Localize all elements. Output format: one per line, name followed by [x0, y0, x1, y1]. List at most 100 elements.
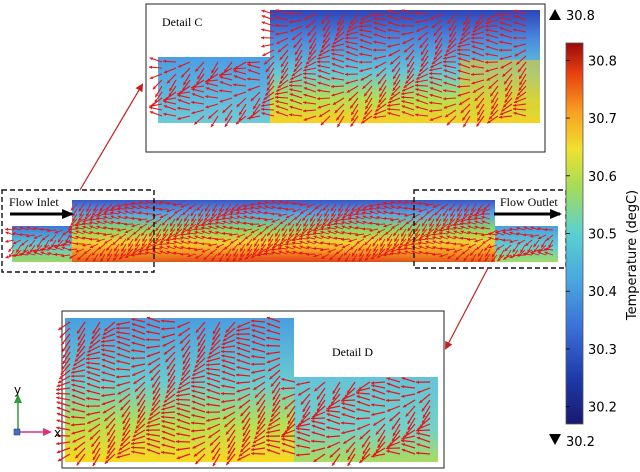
velocity-arrowhead [155, 227, 159, 232]
velocity-arrowhead [269, 418, 274, 422]
velocity-arrowhead [275, 233, 279, 237]
velocity-arrowhead [177, 106, 181, 110]
velocity-arrowhead [233, 253, 237, 257]
velocity-arrowhead [448, 207, 453, 211]
velocity-arrowhead [76, 353, 80, 357]
velocity-arrowhead [331, 84, 335, 89]
velocity-arrowhead [182, 360, 186, 365]
velocity-arrowhead [371, 403, 375, 407]
velocity-arrowhead [191, 389, 195, 393]
velocity-arrowhead [146, 428, 150, 432]
velocity-arrowhead [141, 232, 145, 236]
velocity-arrowhead [75, 249, 79, 253]
flow-outlet-label: Flow Outlet [500, 195, 558, 209]
velocity-arrowhead [334, 230, 338, 234]
velocity-arrowhead [149, 57, 154, 61]
velocity-arrowhead [219, 258, 223, 262]
velocity-arrowhead [99, 207, 103, 212]
velocity-arrowhead [362, 220, 366, 224]
velocity-arrowhead [5, 255, 9, 259]
velocity-arrowhead [320, 224, 325, 228]
velocity-arrowhead [146, 442, 151, 446]
velocity-arrowhead [176, 412, 181, 416]
velocity-arrowhead [173, 203, 177, 207]
velocity-arrowhead [271, 251, 275, 255]
velocity-arrowhead [237, 397, 241, 401]
velocity-arrowhead [448, 27, 452, 31]
velocity-arrowhead [373, 16, 377, 21]
velocity-arrowhead [302, 414, 306, 418]
velocity-arrowhead [411, 242, 415, 246]
velocity-arrowhead [303, 101, 307, 105]
detail-c-velocity-arrows [148, 9, 527, 128]
velocity-arrowhead [346, 29, 351, 33]
velocity-arrowhead [331, 52, 335, 56]
velocity-arrowhead [272, 245, 276, 249]
velocity-arrowhead [182, 372, 186, 376]
velocity-arrowhead [106, 455, 110, 459]
velocity-arrowhead [159, 250, 163, 254]
velocity-arrowhead [471, 81, 475, 85]
velocity-arrowhead [131, 224, 135, 228]
velocity-arrowhead [251, 447, 255, 452]
velocity-arrowhead [162, 343, 166, 347]
velocity-arrowhead [484, 247, 488, 251]
velocity-arrowhead [273, 242, 278, 246]
velocity-arrowhead [499, 33, 503, 37]
velocity-arrowhead [177, 386, 182, 390]
velocity-arrowhead [544, 228, 548, 232]
velocity-arrowhead [206, 388, 211, 392]
velocity-arrowhead [56, 441, 60, 446]
velocity-arrowhead [89, 245, 94, 248]
velocity-arrowhead [211, 257, 215, 262]
velocity-arrowhead [391, 225, 395, 229]
velocity-arrowhead [257, 408, 261, 412]
velocity-arrowhead [257, 210, 261, 214]
velocity-arrowhead [261, 44, 265, 48]
velocity-arrowhead [460, 236, 464, 240]
velocity-arrowhead [318, 113, 323, 117]
velocity-arrowhead [341, 237, 345, 241]
velocity-arrowhead [331, 69, 335, 73]
velocity-arrowhead [397, 251, 401, 255]
velocity-arrowhead [292, 209, 296, 213]
velocity-arrowhead [439, 235, 443, 239]
velocity-arrowhead [57, 239, 61, 243]
velocity-arrowhead [201, 223, 205, 227]
velocity-arrowhead [369, 221, 373, 225]
velocity-arrowhead [116, 367, 120, 371]
velocity-arrowhead [306, 246, 310, 250]
velocity-arrowhead [124, 210, 128, 214]
velocity-arrowhead [383, 216, 387, 221]
velocity-arrowhead [373, 27, 378, 31]
velocity-arrowhead [347, 462, 351, 466]
velocity-arrowhead [369, 207, 373, 211]
velocity-arrowhead [173, 234, 177, 238]
velocity-arrowhead [359, 24, 363, 28]
velocity-arrowhead [316, 222, 320, 227]
velocity-arrowhead [117, 210, 121, 214]
velocity-arrowhead [299, 234, 303, 238]
velocity-arrowhead [61, 254, 65, 258]
velocity-arrowhead [240, 412, 244, 417]
velocity-arrowhead [484, 258, 488, 262]
velocity-arrowhead [285, 239, 290, 243]
velocity-arrowhead [176, 432, 180, 436]
velocity-arrowhead [491, 253, 495, 258]
velocity-arrowhead [161, 222, 166, 226]
velocity-arrowhead [196, 81, 200, 85]
velocity-arrowhead [212, 208, 216, 212]
velocity-arrowhead [392, 87, 396, 91]
velocity-arrowhead [287, 222, 292, 226]
velocity-arrowhead [267, 75, 271, 80]
velocity-arrowhead [184, 218, 188, 222]
velocity-arrowhead [176, 418, 181, 422]
velocity-arrowhead [285, 250, 289, 254]
velocity-arrowhead [293, 44, 297, 48]
velocity-arrowhead [237, 205, 241, 209]
velocity-arrowhead [463, 257, 467, 262]
velocity-arrowhead [289, 83, 293, 88]
velocity-arrowhead [292, 201, 296, 206]
velocity-arrowhead [222, 220, 226, 224]
velocity-arrowhead [281, 69, 285, 74]
